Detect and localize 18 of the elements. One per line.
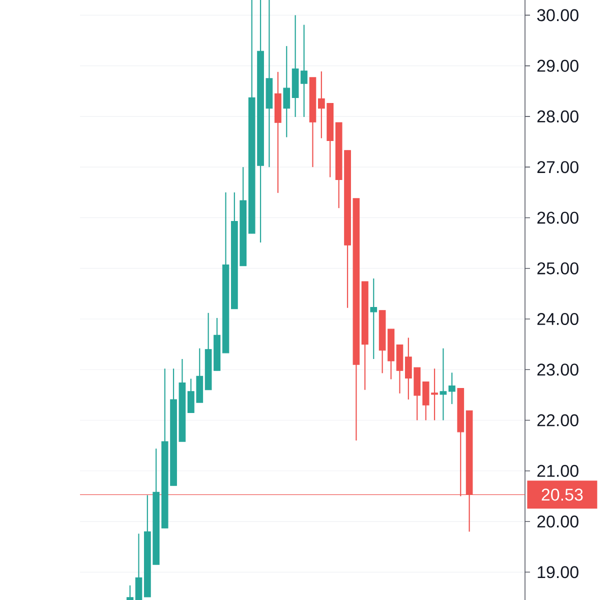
y-tick-label: 22.00 xyxy=(537,414,578,426)
y-tick-label: 28.00 xyxy=(537,110,578,122)
candlestick xyxy=(448,372,456,405)
y-tick-label: 21.00 xyxy=(537,464,578,477)
y-tick-label: 20.00 xyxy=(537,516,578,528)
y-tick-label: 25.00 xyxy=(537,262,578,274)
y-tick-label: 29.00 xyxy=(537,60,578,72)
y-tick-label: 30.00 xyxy=(537,9,578,22)
candlestick xyxy=(126,584,134,600)
ref-line-label: 20.53 xyxy=(542,488,583,501)
y-tick-label: 26.00 xyxy=(537,212,578,224)
y-tick-label: 19.00 xyxy=(538,566,578,578)
y-tick-label: 23.00 xyxy=(537,364,578,376)
y-tick-label: 24.00 xyxy=(537,312,578,326)
candlestick xyxy=(283,46,290,138)
candlestick xyxy=(440,348,447,421)
y-tick-label: 27.00 xyxy=(537,161,578,174)
candlestick xyxy=(370,278,378,360)
